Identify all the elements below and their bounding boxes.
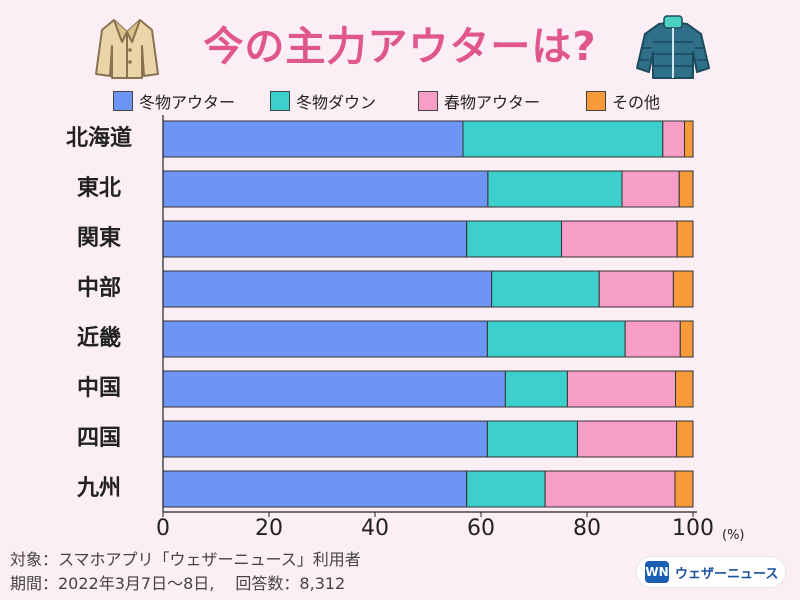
bar-segment-shikoku-other: [676, 420, 694, 458]
bar-segment-tohoku-winter-outer: [162, 170, 489, 208]
bar-segment-chugoku-spring-outer: [566, 370, 677, 408]
legend-label-other: その他: [612, 93, 661, 112]
legend-swatch-winter-outer: [113, 91, 133, 111]
bar-segment-chugoku-winter-down: [504, 370, 568, 408]
bar-segment-shikoku-winter-down: [486, 420, 578, 458]
legend-swatch-spring-outer: [418, 91, 438, 111]
chart-title: 今の主力アウターは?: [203, 24, 597, 70]
weathernews-logo: WN ウェザーニュース: [637, 557, 785, 587]
category-label-shikoku: 四国: [76, 426, 121, 451]
x-tick-label-40: 40: [361, 516, 389, 541]
bar-segment-hokkaido-spring-outer: [662, 120, 686, 158]
bar-segment-kinki-winter-outer: [162, 320, 488, 358]
category-label-chubu: 中部: [76, 276, 121, 301]
bar-segment-kinki-other: [679, 320, 694, 358]
category-label-tohoku: 東北: [76, 176, 121, 201]
bar-segment-shikoku-spring-outer: [576, 420, 678, 458]
legend-item-other: その他: [586, 90, 660, 112]
bar-segment-chubu-other: [672, 270, 694, 308]
bar-segment-tohoku-winter-down: [487, 170, 623, 208]
bar-segment-kanto-winter-outer: [162, 220, 468, 258]
bar-segment-chubu-winter-outer: [162, 270, 493, 308]
logo-text: ウェザーニュース: [675, 566, 779, 582]
down-jacket-icon: [633, 12, 713, 82]
bar-segment-kyushu-other: [674, 470, 694, 508]
bar-segment-kyushu-winter-outer: [162, 470, 468, 508]
legend-item-spring-outer: 春物アウター: [418, 90, 540, 112]
bar-segment-kinki-winter-down: [486, 320, 626, 358]
logo-mark: WN: [645, 561, 669, 583]
legend-swatch-winter-down: [270, 91, 290, 111]
category-label-kanto: 関東: [76, 226, 121, 251]
legend-label-winter-down: 冬物ダウン: [296, 93, 377, 112]
bar-segment-kanto-winter-down: [466, 220, 563, 258]
coat-icon: [92, 12, 162, 82]
footnote-period: 期間：2022年3月7日〜8日, 回答数：8,312: [10, 574, 346, 593]
legend-label-winter-outer: 冬物アウター: [139, 93, 236, 112]
category-label-chugoku: 中国: [76, 376, 121, 401]
bar-segment-chugoku-winter-outer: [162, 370, 506, 408]
bar-segment-kanto-spring-outer: [561, 220, 678, 258]
bar-segment-hokkaido-winter-down: [462, 120, 664, 158]
legend-item-winter-down: 冬物ダウン: [270, 90, 376, 112]
bar-segment-kinki-spring-outer: [624, 320, 681, 358]
x-tick-label-0: 0: [156, 516, 170, 541]
category-label-kyushu: 九州: [76, 476, 121, 501]
bar-segment-hokkaido-other: [684, 120, 694, 158]
legend-swatch-other: [586, 91, 606, 111]
x-tick-label-60: 60: [467, 516, 495, 541]
bar-segment-chubu-spring-outer: [598, 270, 674, 308]
bar-segment-kanto-other: [676, 220, 694, 258]
legend-label-spring-outer: 春物アウター: [444, 93, 541, 112]
legend-item-winter-outer: 冬物アウター: [113, 90, 235, 112]
bar-segment-shikoku-winter-outer: [162, 420, 488, 458]
bar-segment-chugoku-other: [675, 370, 694, 408]
bar-segment-tohoku-other: [678, 170, 694, 208]
bar-segment-kyushu-winter-down: [466, 470, 546, 508]
bar-segment-chubu-winter-down: [491, 270, 600, 308]
x-axis-unit: (%): [722, 528, 745, 543]
footnote-target: 対象：スマホアプリ「ウェザーニュース」利用者: [10, 550, 361, 569]
x-tick-label-100: 100: [672, 516, 714, 541]
bar-segment-tohoku-spring-outer: [621, 170, 680, 208]
bar-segment-kyushu-spring-outer: [544, 470, 676, 508]
category-label-kinki: 近畿: [76, 326, 121, 351]
x-tick-label-80: 80: [573, 516, 601, 541]
category-label-hokkaido: 北海道: [65, 126, 132, 151]
x-tick-label-20: 20: [255, 516, 283, 541]
bar-segment-hokkaido-winter-outer: [162, 120, 464, 158]
